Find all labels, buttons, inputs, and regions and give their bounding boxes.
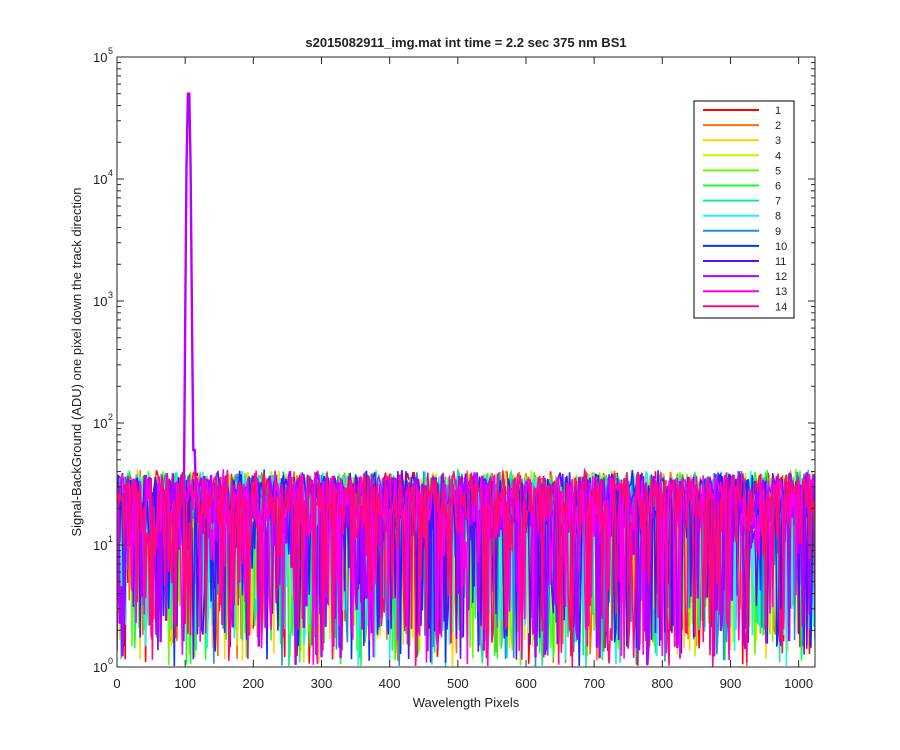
chart-title: s2015082911_img.mat int time = 2.2 sec 3…	[305, 35, 626, 50]
x-tick-label: 700	[583, 676, 605, 691]
legend-box	[693, 100, 795, 319]
series-line-14	[117, 467, 815, 667]
legend-label-8: 8	[775, 211, 781, 223]
y-tick-exponent: 1	[108, 534, 113, 544]
legend-label-11: 11	[775, 256, 786, 268]
legend-label-13: 13	[775, 286, 787, 298]
legend-label-3: 3	[775, 135, 781, 147]
y-tick-label: 10	[93, 172, 107, 187]
x-tick-label: 0	[113, 676, 120, 691]
legend-label-7: 7	[775, 196, 781, 208]
x-tick-label: 500	[447, 676, 469, 691]
legend-label-12: 12	[775, 271, 787, 283]
y-tick-exponent: 3	[108, 290, 113, 300]
x-tick-label: 200	[242, 676, 264, 691]
x-tick-label: 100	[174, 676, 196, 691]
x-tick-label: 900	[720, 676, 742, 691]
series-layer	[117, 92, 815, 667]
y-axis-label: Signal-BackGround (ADU) one pixel down t…	[69, 187, 84, 536]
y-tick-exponent: 0	[108, 656, 113, 666]
legend-label-1: 1	[775, 105, 781, 117]
y-tick-label: 10	[93, 538, 107, 553]
y-tick-exponent: 4	[108, 168, 113, 178]
y-tick-exponent: 2	[108, 412, 113, 422]
legend-label-10: 10	[775, 241, 787, 253]
y-tick-label: 10	[93, 50, 107, 65]
legend-label-4: 4	[775, 150, 781, 162]
y-tick-label: 10	[93, 294, 107, 309]
legend-label-9: 9	[775, 226, 781, 238]
legend-label-2: 2	[775, 120, 781, 132]
x-tick-label: 800	[651, 676, 673, 691]
series-line-11	[117, 469, 815, 663]
y-tick-label: 10	[93, 416, 107, 431]
legend-label-5: 5	[775, 165, 781, 177]
x-tick-label: 1000	[784, 676, 813, 691]
x-tick-label: 300	[311, 676, 333, 691]
legend-label-6: 6	[775, 181, 781, 193]
y-tick-label: 10	[93, 660, 107, 675]
x-tick-label: 400	[379, 676, 401, 691]
legend-label-14: 14	[775, 301, 787, 313]
axes-frame	[116, 56, 816, 668]
y-tick-exponent: 5	[108, 46, 113, 56]
x-axis-label: Wavelength Pixels	[413, 695, 520, 710]
x-tick-label: 600	[515, 676, 537, 691]
